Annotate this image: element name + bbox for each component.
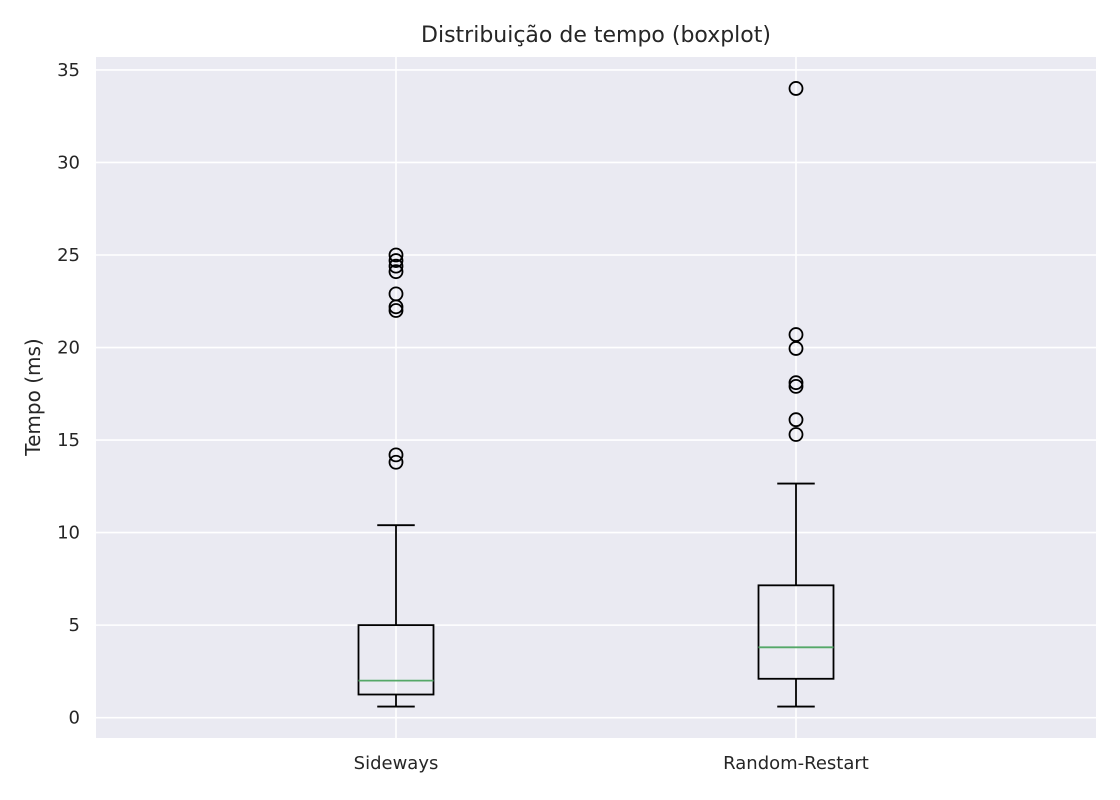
boxes-layer (357, 81, 835, 708)
y-axis-label: Tempo (ms) (21, 338, 45, 456)
y-tick-label-20: 20 (57, 338, 80, 359)
y-tick-label-15: 15 (57, 430, 80, 451)
outlier-0-4 (388, 286, 404, 302)
y-tick-label-35: 35 (57, 60, 80, 81)
box-0 (357, 624, 435, 696)
chart-title: Distribuição de tempo (boxplot) (421, 23, 771, 48)
outlier-0-6 (388, 258, 404, 274)
y-tick-label-25: 25 (57, 245, 80, 266)
outlier-1-6 (788, 81, 804, 96)
grid-lines (96, 57, 1096, 738)
y-tick-label-0: 0 (69, 708, 80, 729)
outlier-0-7 (388, 253, 404, 268)
outlier-0-2 (388, 303, 404, 318)
outlier-0-8 (388, 247, 404, 263)
box-group-1 (757, 81, 835, 708)
x-tick-label-1: Random-Restart (723, 753, 869, 774)
box-1 (757, 584, 835, 680)
outlier-1-2 (788, 378, 804, 394)
outlier-0-5 (388, 264, 404, 280)
y-axis-ticks: 0 5 10 15 20 25 30 35 (57, 60, 80, 729)
x-axis-ticks: Sideways Random-Restart (354, 753, 869, 774)
box-group-0 (357, 247, 435, 708)
outlier-1-5 (788, 327, 804, 342)
outlier-0-0 (388, 454, 404, 470)
y-tick-label-5: 5 (69, 615, 80, 636)
y-tick-label-30: 30 (57, 152, 80, 173)
y-tick-label-10: 10 (57, 523, 80, 544)
plot-area (96, 57, 1096, 738)
outlier-1-3 (788, 375, 804, 391)
outlier-0-1 (388, 447, 404, 463)
outlier-1-0 (788, 427, 804, 442)
outlier-1-1 (788, 412, 804, 428)
x-tick-label-0: Sideways (354, 753, 439, 774)
